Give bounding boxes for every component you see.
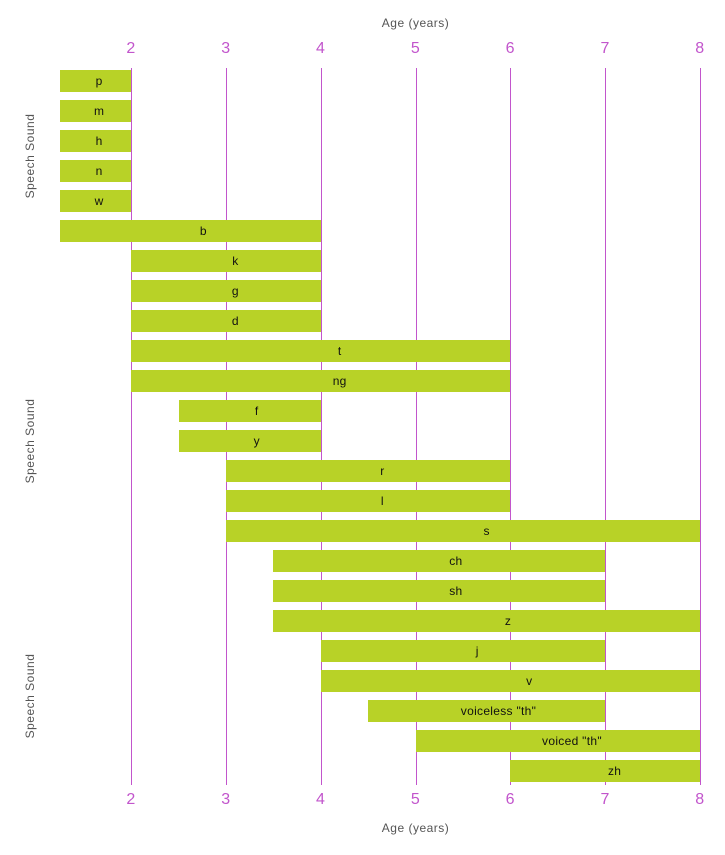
sound-bar: j xyxy=(321,640,605,662)
sound-bar-label: ng xyxy=(333,374,347,388)
chart-frame: Age (years) Age (years) p m h n w b k g d t ng f y r l… xyxy=(0,0,725,855)
sound-bar: zh xyxy=(510,760,700,782)
gridline xyxy=(700,68,701,785)
x-tick-bottom: 5 xyxy=(411,791,420,809)
sound-bar: y xyxy=(179,430,321,452)
x-tick-bottom: 2 xyxy=(126,791,135,809)
sound-bar-label: voiced "th" xyxy=(542,734,602,748)
sound-bar-label: r xyxy=(380,464,384,478)
sound-bar-label: m xyxy=(94,104,104,118)
sound-bar-label: h xyxy=(96,134,103,148)
sound-bar-label: s xyxy=(484,524,490,538)
sound-bar-label: w xyxy=(95,194,104,208)
sound-bar-label: z xyxy=(505,614,511,628)
sound-bar-label: sh xyxy=(449,584,462,598)
sound-bar: voiceless "th" xyxy=(368,700,605,722)
sound-bar-label: b xyxy=(200,224,207,238)
x-tick-top: 6 xyxy=(506,40,515,58)
x-tick-bottom: 4 xyxy=(316,791,325,809)
plot-area: p m h n w b k g d t ng f y r l s ch sh z j v voiceless "th" vo… xyxy=(60,68,700,785)
sound-bar: sh xyxy=(273,580,605,602)
x-tick-bottom: 8 xyxy=(695,791,704,809)
sound-bar: ch xyxy=(273,550,605,572)
x-tick-bottom: 6 xyxy=(506,791,515,809)
sound-bar: m xyxy=(60,100,131,122)
x-tick-top: 7 xyxy=(600,40,609,58)
sound-bar-label: k xyxy=(232,254,238,268)
sound-bar: b xyxy=(60,220,321,242)
sound-bar-label: ch xyxy=(449,554,462,568)
sound-bar-label: t xyxy=(338,344,342,358)
sound-bar: n xyxy=(60,160,131,182)
sound-bar-label: voiceless "th" xyxy=(461,704,536,718)
sound-bar: s xyxy=(226,520,700,542)
sound-bar: w xyxy=(60,190,131,212)
x-tick-top: 4 xyxy=(316,40,325,58)
sound-bar-label: d xyxy=(232,314,239,328)
sound-bar-label: n xyxy=(96,164,103,178)
sound-bar-label: l xyxy=(381,494,384,508)
y-axis-title: Speech Sound xyxy=(23,114,37,199)
x-tick-top: 5 xyxy=(411,40,420,58)
sound-bar-label: g xyxy=(232,284,239,298)
sound-bar: k xyxy=(131,250,321,272)
sound-bar: d xyxy=(131,310,321,332)
gridline xyxy=(226,68,227,785)
sound-bar: f xyxy=(179,400,321,422)
sound-bar-label: v xyxy=(526,674,532,688)
x-axis-title-top: Age (years) xyxy=(382,16,450,30)
sound-bar: r xyxy=(226,460,510,482)
x-tick-bottom: 3 xyxy=(221,791,230,809)
sound-bar-label: f xyxy=(255,404,259,418)
x-tick-top: 8 xyxy=(695,40,704,58)
sound-bar: p xyxy=(60,70,131,92)
sound-bar: ng xyxy=(131,370,510,392)
sound-bar-label: y xyxy=(254,434,260,448)
x-axis-title-bottom: Age (years) xyxy=(382,821,450,835)
sound-bar-label: j xyxy=(476,644,479,658)
x-tick-bottom: 7 xyxy=(600,791,609,809)
sound-bar: h xyxy=(60,130,131,152)
sound-bar: l xyxy=(226,490,510,512)
sound-bar: t xyxy=(131,340,510,362)
x-tick-top: 2 xyxy=(126,40,135,58)
sound-bar-label: zh xyxy=(608,764,621,778)
sound-bar: z xyxy=(273,610,700,632)
sound-bar-label: p xyxy=(96,74,103,88)
y-axis-title: Speech Sound xyxy=(23,399,37,484)
sound-bar: v xyxy=(321,670,700,692)
sound-bar: voiced "th" xyxy=(416,730,700,752)
x-tick-top: 3 xyxy=(221,40,230,58)
sound-bar: g xyxy=(131,280,321,302)
gridline xyxy=(131,68,132,785)
y-axis-title: Speech Sound xyxy=(23,654,37,739)
